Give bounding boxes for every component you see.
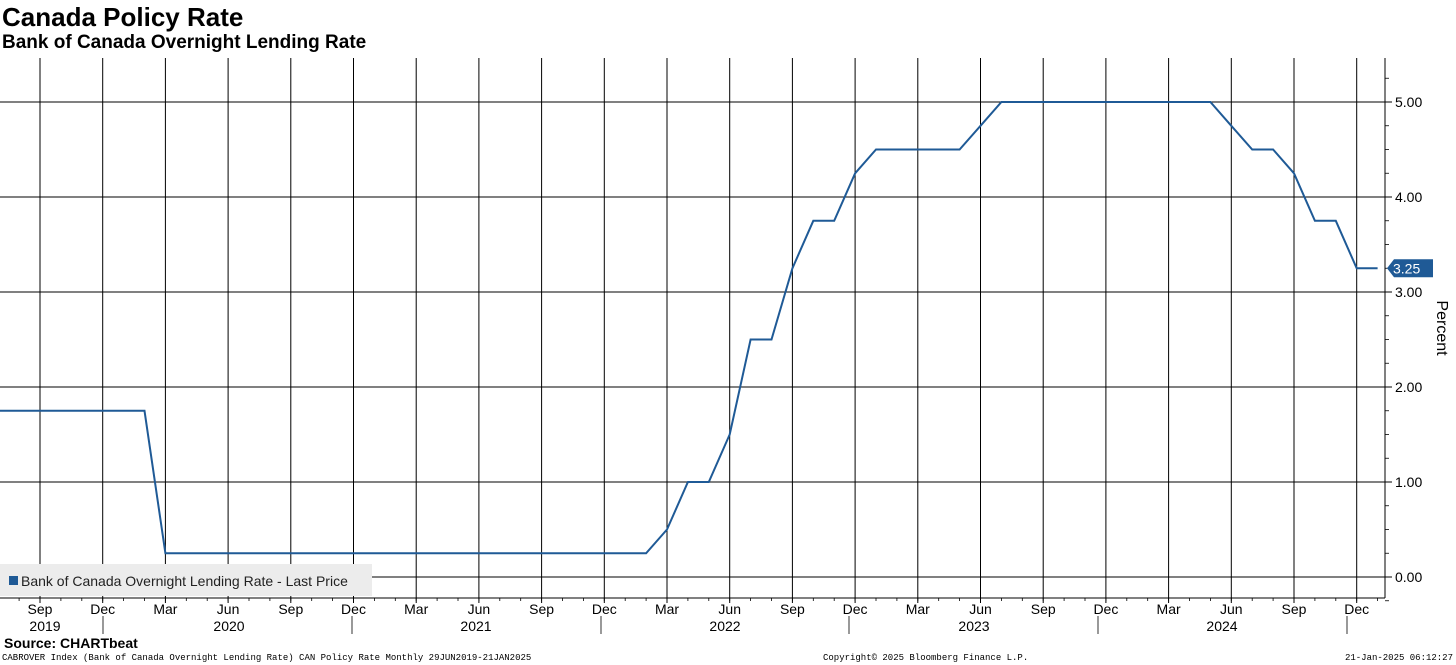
y-tick-label: 0.00 — [1395, 569, 1422, 585]
x-tick-label: Dec — [90, 601, 115, 617]
x-tick-label: Mar — [906, 601, 930, 617]
x-tick-label: Sep — [1282, 601, 1307, 617]
year-label: 2024 — [1206, 618, 1237, 634]
series-layer — [0, 101, 1378, 555]
footer-index-info: CABROVER Index (Bank of Canada Overnight… — [2, 653, 532, 663]
y-tick-label: 4.00 — [1395, 189, 1422, 205]
year-label: 2022 — [709, 618, 740, 634]
x-tick-label: Dec — [843, 601, 868, 617]
x-tick-label: Mar — [1157, 601, 1181, 617]
chart-title: Canada Policy Rate — [2, 2, 244, 32]
legend-label: Bank of Canada Overnight Lending Rate - … — [21, 573, 348, 589]
footer-timestamp: 21-Jan-2025 06:12:27 — [1344, 653, 1453, 663]
y-axis: 0.00 1.00 2.00 3.00 4.00 5.00 Percent — [1385, 77, 1450, 602]
x-tick-label: Dec — [1344, 601, 1369, 617]
y-tick-label: 5.00 — [1395, 94, 1422, 110]
y-tick-label: 2.00 — [1395, 379, 1422, 395]
footer-copyright: Copyright© 2025 Bloomberg Finance L.P. — [823, 653, 1029, 663]
last-price-badge: 3.25 — [1387, 259, 1433, 278]
x-tick-label: Sep — [529, 601, 554, 617]
x-tick-label: Dec — [1093, 601, 1118, 617]
x-tick-label: Sep — [278, 601, 303, 617]
year-label: 2023 — [958, 618, 989, 634]
grid — [0, 58, 1386, 599]
source-note: Source: CHARTbeat — [4, 635, 138, 651]
x-tick-label: Mar — [153, 601, 177, 617]
legend: Bank of Canada Overnight Lending Rate - … — [0, 564, 372, 596]
badge-shape — [1387, 259, 1433, 278]
x-tick-label: Dec — [592, 601, 617, 617]
x-tick-label: Jun — [718, 601, 741, 617]
x-tick-label: Mar — [655, 601, 679, 617]
year-label: 2020 — [213, 618, 244, 634]
x-tick-label: Jun — [969, 601, 992, 617]
series-line — [0, 101, 1378, 555]
x-tick-label: Sep — [28, 601, 53, 617]
legend-swatch — [9, 576, 18, 585]
x-axis: Sep Dec Mar Jun Sep Dec Mar Jun Sep Dec Mar Jun Sep D… — [18, 598, 1378, 634]
y-axis-label: Percent — [1433, 300, 1450, 356]
y-tick-label: 1.00 — [1395, 474, 1422, 490]
year-label: 2019 — [29, 618, 60, 634]
x-tick-label: Dec — [341, 601, 366, 617]
x-tick-label: Sep — [1031, 601, 1056, 617]
y-tick-label: 3.00 — [1395, 284, 1422, 300]
legend-background — [0, 564, 372, 596]
year-label: 2021 — [460, 618, 491, 634]
x-tick-label: Jun — [217, 601, 240, 617]
chart-subtitle: Bank of Canada Overnight Lending Rate — [2, 32, 367, 53]
x-tick-label: Jun — [468, 601, 491, 617]
x-tick-label: Jun — [1220, 601, 1243, 617]
x-tick-label: Mar — [404, 601, 428, 617]
badge-value: 3.25 — [1393, 260, 1420, 276]
x-tick-label: Sep — [780, 601, 805, 617]
